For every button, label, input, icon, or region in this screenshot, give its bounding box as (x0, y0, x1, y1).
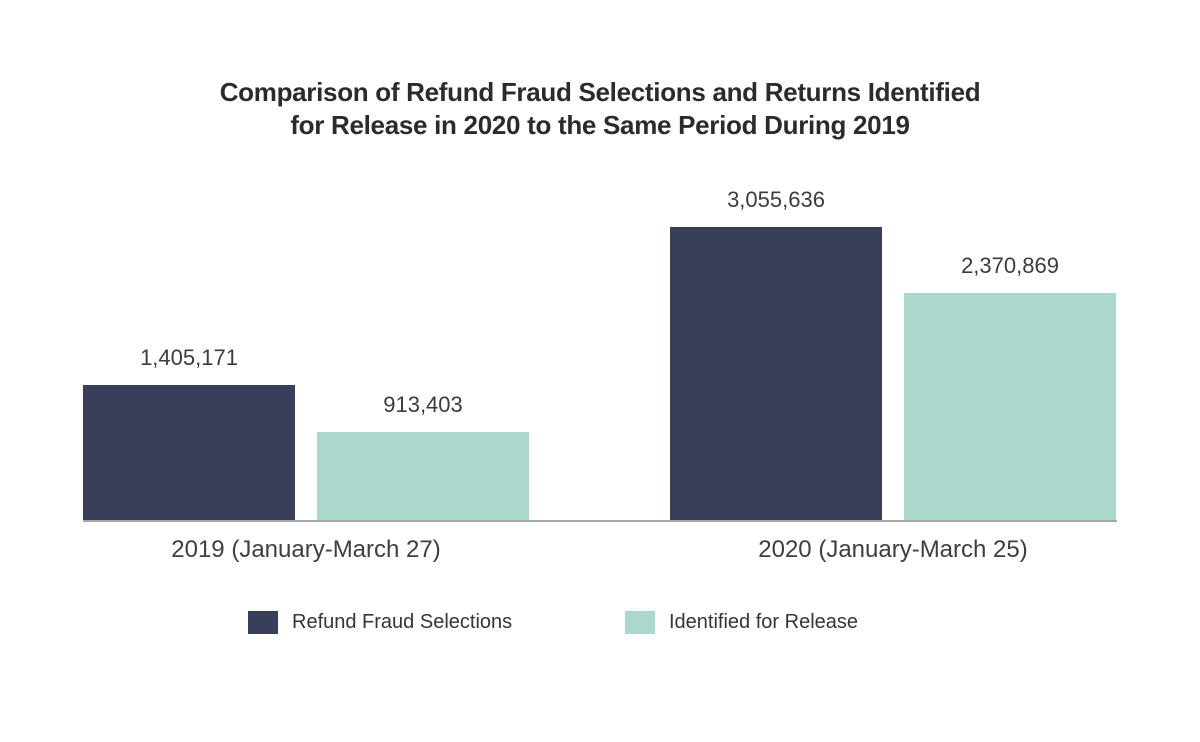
chart-title: Comparison of Refund Fraud Selections an… (0, 76, 1200, 142)
bar-refund-fraud-selections-2020 (670, 227, 882, 520)
legend-label-refund-fraud-selections: Refund Fraud Selections (292, 611, 513, 633)
legend-swatch-refund-fraud-selections (248, 611, 278, 634)
legend-item-identified-for-release: Identified for Release (625, 611, 858, 634)
value-label-refund-fraud-selections-2020: 3,055,636 (727, 187, 825, 212)
bar-identified-for-release-2020 (904, 293, 1116, 520)
legend-label-identified-for-release: Identified for Release (669, 611, 859, 633)
bar-refund-fraud-selections-2019 (83, 385, 295, 520)
value-label-identified-for-release-2020: 2,370,869 (961, 253, 1059, 278)
chart-title-line-1: Comparison of Refund Fraud Selections an… (219, 77, 981, 107)
legend-item-refund-fraud-selections: Refund Fraud Selections (248, 611, 512, 634)
x-axis-line (83, 520, 1117, 522)
value-label-identified-for-release-2019: 913,403 (383, 392, 463, 417)
value-label-refund-fraud-selections-2019: 1,405,171 (140, 345, 238, 370)
bar-identified-for-release-2019 (317, 432, 529, 520)
plot-area: 1,405,171 3,055,636 913,403 2,370,869 2019 (… (83, 170, 1117, 563)
legend-swatch-identified-for-release (625, 611, 655, 634)
category-label-2019: 2019 (January-March 27) (171, 536, 441, 563)
category-label-2020: 2020 (January-March 25) (758, 536, 1028, 563)
legend: Refund Fraud Selections Identified for Re… (0, 611, 1200, 641)
chart-title-line-2: for Release in 2020 to the Same Period D… (290, 110, 910, 140)
